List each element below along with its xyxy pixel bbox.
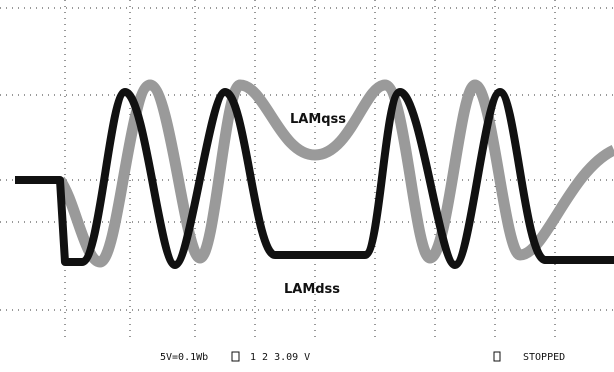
scale-readout: 5V=0.1Wb	[160, 352, 208, 363]
trace-label: LAMqss	[290, 112, 346, 127]
oscilloscope-screen: LAMqss LAMdss 5V=0.1Wb 1 2 3.09 V STOPPE…	[0, 0, 614, 372]
trigger-icon	[494, 352, 500, 361]
trace-label: LAMdss	[284, 282, 340, 297]
trigger-readout: 1 2 3.09 V	[250, 352, 310, 363]
run-state: STOPPED	[523, 352, 565, 363]
channel-icon	[232, 352, 239, 361]
